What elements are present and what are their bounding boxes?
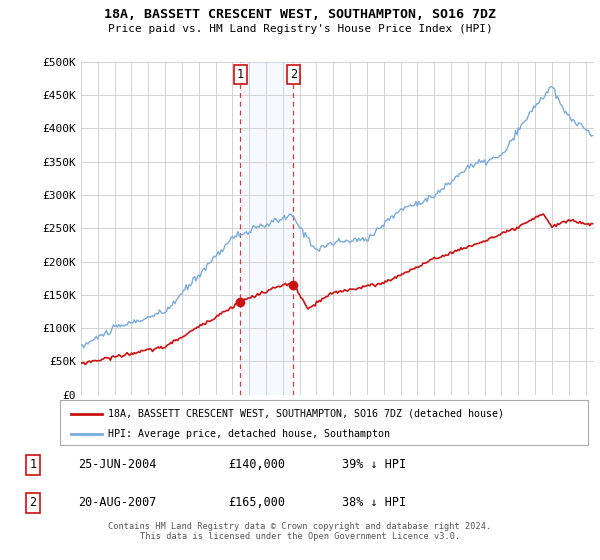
Text: 18A, BASSETT CRESCENT WEST, SOUTHAMPTON, SO16 7DZ: 18A, BASSETT CRESCENT WEST, SOUTHAMPTON,… (104, 8, 496, 21)
Text: Price paid vs. HM Land Registry's House Price Index (HPI): Price paid vs. HM Land Registry's House … (107, 24, 493, 34)
Text: 2: 2 (290, 68, 297, 81)
Text: 2: 2 (29, 497, 37, 510)
Text: 39% ↓ HPI: 39% ↓ HPI (342, 458, 406, 471)
Text: 25-JUN-2004: 25-JUN-2004 (78, 458, 157, 471)
Text: Contains HM Land Registry data © Crown copyright and database right 2024.
This d: Contains HM Land Registry data © Crown c… (109, 522, 491, 542)
Text: 1: 1 (237, 68, 244, 81)
Text: 20-AUG-2007: 20-AUG-2007 (78, 497, 157, 510)
Text: HPI: Average price, detached house, Southampton: HPI: Average price, detached house, Sout… (107, 429, 389, 439)
Text: 1: 1 (29, 458, 37, 471)
Bar (241, 62, 293, 395)
Text: £165,000: £165,000 (228, 497, 285, 510)
Text: 18A, BASSETT CRESCENT WEST, SOUTHAMPTON, SO16 7DZ (detached house): 18A, BASSETT CRESCENT WEST, SOUTHAMPTON,… (107, 409, 503, 419)
Text: 38% ↓ HPI: 38% ↓ HPI (342, 497, 406, 510)
Text: £140,000: £140,000 (228, 458, 285, 471)
